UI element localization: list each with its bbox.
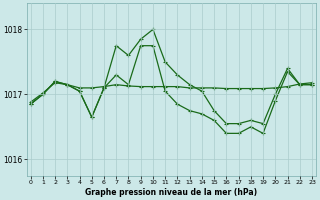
X-axis label: Graphe pression niveau de la mer (hPa): Graphe pression niveau de la mer (hPa) [85, 188, 257, 197]
